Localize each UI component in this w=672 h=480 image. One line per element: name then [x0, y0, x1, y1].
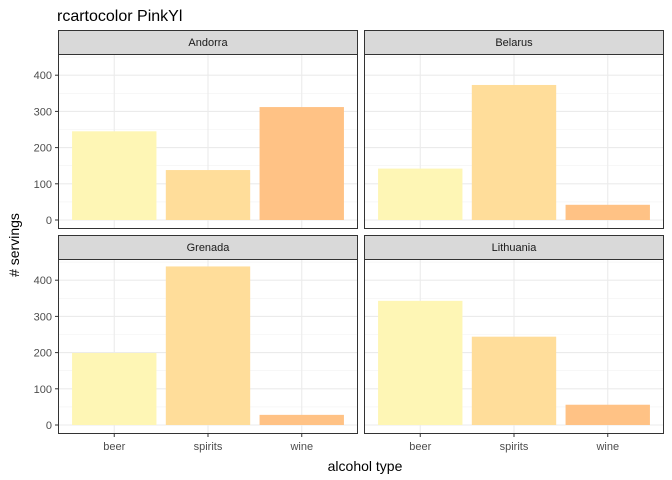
- facet-panel-grenada: Grenada 0 100 200 300 400 beer spirits wine: [34, 235, 358, 453]
- y-axis-title: # servings: [6, 213, 22, 277]
- y-tick-label: 100: [34, 179, 52, 191]
- bar-lithuania-spirits: [471, 336, 557, 425]
- strip-background: [364, 235, 664, 260]
- facet-panel-belarus: Belarus: [364, 30, 664, 229]
- y-tick-label: 0: [46, 420, 52, 432]
- y-tick-label: 400: [34, 275, 52, 287]
- bar-andorra-spirits: [165, 170, 251, 220]
- y-tick-label: 300: [34, 106, 52, 118]
- bar-grenada-wine: [259, 414, 344, 425]
- x-tick-label: beer: [103, 441, 125, 453]
- y-tick-label: 0: [46, 215, 52, 227]
- strip-background: [364, 30, 664, 55]
- bar-grenada-beer: [72, 352, 157, 425]
- y-tick-label: 300: [34, 311, 52, 323]
- bar-lithuania-wine: [565, 404, 650, 425]
- y-tick-label: 400: [34, 70, 52, 82]
- x-tick-label: spirits: [194, 441, 223, 453]
- strip-label: Lithuania: [492, 242, 538, 254]
- x-tick-label: beer: [409, 441, 431, 453]
- bar-belarus-spirits: [471, 84, 557, 220]
- facet-panel-lithuania: Lithuania beer spirits wine: [364, 235, 664, 453]
- y-tick-label: 100: [34, 384, 52, 396]
- strip-background: [58, 235, 358, 260]
- bar-lithuania-beer: [378, 300, 463, 425]
- y-tick-label: 200: [34, 143, 52, 155]
- facet-panels: Andorra 0 100 200 300 400 Belarus Grenada 0 100 20…: [34, 30, 664, 453]
- strip-label: Andorra: [188, 37, 228, 49]
- y-tick-label: 200: [34, 348, 52, 360]
- chart-title: rcartocolor PinkYl: [57, 8, 182, 25]
- strip-background: [58, 30, 358, 55]
- x-axis-title: alcohol type: [328, 458, 403, 474]
- bar-andorra-wine: [259, 107, 344, 220]
- bar-grenada-spirits: [165, 266, 251, 425]
- x-tick-label: spirits: [500, 441, 529, 453]
- bar-andorra-beer: [72, 131, 157, 220]
- x-tick-label: wine: [289, 441, 313, 453]
- strip-label: Grenada: [187, 242, 231, 254]
- bar-belarus-beer: [378, 168, 463, 220]
- bar-belarus-wine: [565, 204, 650, 220]
- x-tick-label: wine: [595, 441, 619, 453]
- facet-panel-andorra: Andorra 0 100 200 300 400: [34, 30, 358, 229]
- strip-label: Belarus: [495, 37, 533, 49]
